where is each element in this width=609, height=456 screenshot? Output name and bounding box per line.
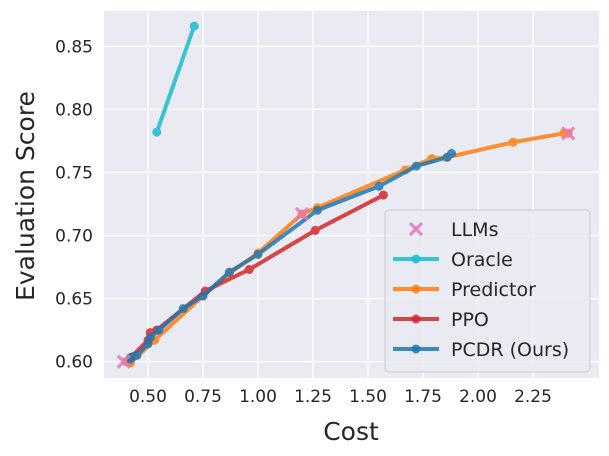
llm-marker xyxy=(294,206,310,222)
pcdr-ours-point xyxy=(411,161,421,171)
pcdr-ours-point xyxy=(132,350,142,360)
oracle-line xyxy=(154,24,197,135)
ppo-point xyxy=(378,190,388,200)
predictor-line xyxy=(124,131,571,365)
pcdr-ours-point xyxy=(253,249,263,259)
ppo-point xyxy=(244,265,254,274)
pcdr-ours-point xyxy=(224,267,234,277)
y-tick-label: 0.85 xyxy=(55,37,93,57)
legend-label: Predictor xyxy=(451,279,536,301)
series-pcdr-ours xyxy=(125,149,457,364)
y-tick-label: 0.75 xyxy=(55,163,93,183)
legend-label: LLMs xyxy=(451,219,498,241)
legend-item-oracle: Oracle xyxy=(393,249,513,271)
pcdr-ours-point xyxy=(198,291,208,301)
legend-label: Oracle xyxy=(451,249,513,271)
x-tick-label: 0.75 xyxy=(184,387,222,407)
legend-item-predictor: Predictor xyxy=(393,279,536,301)
series-llms xyxy=(116,126,576,369)
pcdr-ours-point xyxy=(154,325,164,335)
x-tick-label: 2.25 xyxy=(514,387,552,407)
x-tick-labels: 0.50 0.75 1.00 1.25 1.50 1.75 2.00 2.25 xyxy=(129,387,552,407)
legend-label: PPO xyxy=(451,309,489,331)
pcdr-ours-point xyxy=(312,205,322,215)
x-axis-label: Cost xyxy=(323,417,379,446)
ppo-point xyxy=(310,225,320,235)
legend-item-pcdr-ours: PCDR (Ours) xyxy=(393,339,569,361)
legend-item-llms: LLMs xyxy=(408,219,498,241)
y-axis-label: Evaluation Score xyxy=(11,91,40,301)
y-tick-label: 0.70 xyxy=(55,226,93,246)
oracle-point xyxy=(189,21,199,31)
legend-frame xyxy=(384,209,591,373)
legend-marker xyxy=(411,254,421,264)
legend-item-ppo: PPO xyxy=(393,309,489,331)
llm-marker-stroke xyxy=(294,206,310,222)
pcdr-ours-point xyxy=(374,181,384,191)
legend-marker xyxy=(408,221,424,237)
series-layer xyxy=(116,21,576,369)
predictor-point xyxy=(508,137,518,147)
legend-marker xyxy=(411,314,421,324)
pcdr-ours-point xyxy=(178,304,188,314)
llm-marker-stroke xyxy=(561,126,576,141)
pcdr-ours-point xyxy=(447,149,457,158)
x-tick-label: 2.00 xyxy=(459,387,497,407)
y-tick-label: 0.60 xyxy=(55,353,93,373)
legend: LLMs Oracle Predictor PPO PCDR (Ours) xyxy=(384,209,591,373)
x-tick-label: 1.75 xyxy=(404,387,442,407)
llm-marker-stroke xyxy=(116,354,131,369)
y-tick-label: 0.65 xyxy=(55,290,93,310)
y-tick-labels: 0.60 0.65 0.70 0.75 0.80 0.85 xyxy=(55,37,93,372)
llm-marker xyxy=(561,126,576,141)
x-tick-label: 1.50 xyxy=(349,387,387,407)
legend-marker xyxy=(411,344,421,354)
x-tick-label: 1.25 xyxy=(294,387,332,407)
y-tick-label: 0.80 xyxy=(55,100,93,120)
legend-marker xyxy=(411,284,421,294)
series-oracle xyxy=(152,21,199,137)
oracle-point xyxy=(152,127,162,137)
llm-marker xyxy=(116,354,131,369)
x-tick-label: 0.50 xyxy=(129,387,167,407)
legend-label: PCDR (Ours) xyxy=(451,339,569,361)
x-tick-label: 1.00 xyxy=(239,387,277,407)
pcdr-ours-point xyxy=(145,333,155,343)
